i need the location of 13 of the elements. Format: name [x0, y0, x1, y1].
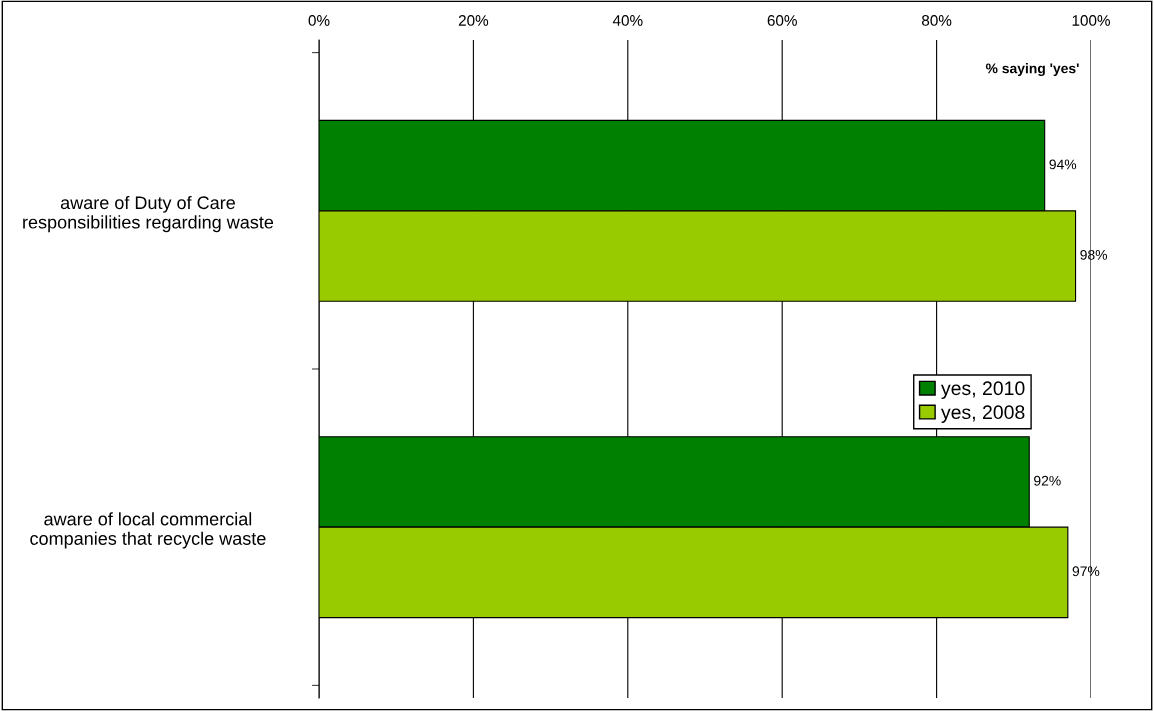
- y-tick-label: aware of Duty of Care responsibilities regarding waste: [23, 195, 274, 233]
- annotation: % saying 'yes': [985, 63, 1079, 77]
- data-label: 94%: [1049, 159, 1077, 170]
- x-tick-label: 80%: [921, 15, 952, 26]
- x-tick-label: 40%: [612, 15, 643, 26]
- x-tick-label: 100%: [1072, 15, 1110, 26]
- x-tick-label: 0%: [308, 15, 330, 26]
- y-tick-label: aware of local commercial companies that recycle waste: [30, 512, 266, 549]
- x-tick-label: 60%: [767, 15, 797, 26]
- data-label: 92%: [1034, 475, 1061, 486]
- x-tick-label: 20%: [458, 15, 489, 26]
- legend-label: yes, 2008: [941, 405, 1025, 423]
- legend-label: yes, 2010: [941, 381, 1025, 399]
